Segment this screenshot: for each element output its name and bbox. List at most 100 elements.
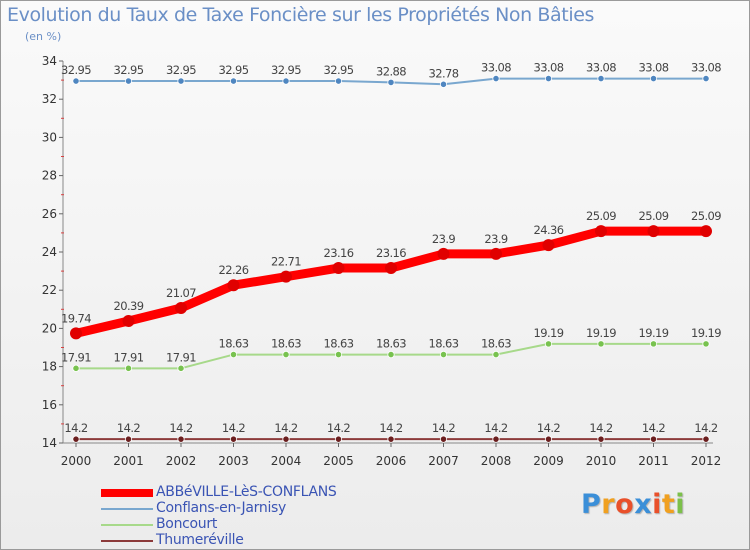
data-label: 19.19 (691, 326, 721, 340)
data-point (72, 77, 80, 85)
legend-item-abbeville: ABBéVILLE-LèS-CONFLANS (101, 484, 421, 501)
y-tick-label: 14 (42, 436, 57, 450)
data-point (282, 350, 290, 359)
data-point (177, 435, 185, 443)
data-label: 14.2 (222, 421, 245, 435)
data-label: 18.63 (376, 337, 406, 351)
data-point (492, 435, 500, 443)
data-label: 14.2 (694, 421, 717, 435)
data-label: 32.95 (219, 63, 249, 77)
legend-label-boncourt: Boncourt (156, 516, 218, 532)
data-point (595, 225, 607, 238)
data-label: 19.19 (639, 326, 669, 340)
data-label: 14.2 (642, 421, 665, 435)
data-point (492, 350, 500, 359)
x-tick-label: 2009 (533, 454, 564, 468)
data-label: 32.88 (376, 64, 406, 78)
data-point (702, 340, 710, 348)
logo-letter: x (634, 489, 653, 520)
data-point (597, 435, 605, 443)
data-point (177, 364, 185, 372)
data-label: 18.63 (324, 337, 354, 351)
y-tick-label: 22 (42, 283, 57, 297)
x-tick-label: 2002 (166, 454, 197, 468)
data-label: 23.9 (432, 232, 455, 246)
data-point (702, 435, 710, 443)
data-label: 32.78 (429, 66, 459, 80)
data-label: 18.63 (271, 337, 301, 351)
legend-swatch-boncourt (101, 524, 153, 526)
legend-swatch-thumereville (101, 540, 153, 542)
logo-letter: i (652, 489, 662, 520)
data-label: 14.2 (64, 421, 87, 435)
data-point (229, 350, 238, 359)
data-label: 22.26 (219, 263, 249, 277)
data-label: 32.95 (166, 63, 196, 77)
data-point (124, 364, 133, 372)
data-point (385, 262, 397, 275)
data-label: 25.09 (639, 209, 669, 223)
data-point (282, 435, 290, 443)
data-label: 32.95 (61, 63, 91, 77)
data-point (647, 225, 660, 238)
data-point (437, 247, 450, 260)
legend-label-thumereville: Thumeréville (156, 532, 244, 548)
x-tick-label: 2005 (323, 454, 354, 468)
data-point (544, 340, 553, 348)
data-point (439, 80, 448, 88)
data-label: 33.08 (639, 61, 669, 75)
data-label: 14.2 (537, 421, 560, 435)
data-point (122, 314, 135, 327)
data-label: 22.71 (271, 255, 301, 269)
legend-swatch-abbeville (101, 489, 153, 497)
data-point (72, 364, 80, 372)
y-tick-label: 24 (42, 245, 57, 259)
legend-item-conflans: Conflans-en-Jarnisy (101, 500, 421, 517)
data-label: 33.08 (586, 61, 616, 75)
data-label: 32.95 (324, 63, 354, 77)
data-label: 14.2 (327, 421, 350, 435)
data-label: 14.2 (432, 421, 455, 435)
legend-swatch-conflans (101, 508, 153, 510)
data-point (334, 350, 343, 359)
data-point (332, 262, 345, 275)
data-point (490, 247, 502, 260)
data-label: 17.91 (114, 350, 144, 364)
y-tick-label: 16 (42, 398, 57, 412)
x-tick-label: 2008 (481, 454, 512, 468)
data-label: 14.2 (484, 421, 507, 435)
data-label: 25.09 (586, 209, 616, 223)
data-label: 33.08 (691, 61, 721, 75)
data-point (334, 435, 343, 443)
data-point (649, 435, 658, 443)
x-tick-label: 2000 (61, 454, 92, 468)
logo-letter: t (661, 489, 676, 520)
data-label: 19.19 (586, 326, 616, 340)
y-tick-label: 30 (42, 130, 57, 144)
x-tick-label: 2011 (638, 454, 669, 468)
data-label: 33.08 (481, 61, 511, 75)
x-tick-label: 2010 (586, 454, 617, 468)
data-label: 18.63 (429, 337, 459, 351)
y-tick-label: 26 (42, 207, 57, 221)
data-point (597, 74, 605, 83)
logo-letter: o (615, 489, 635, 520)
logo-letter: P (581, 489, 602, 520)
data-point (700, 225, 712, 238)
data-point (229, 435, 238, 443)
data-point (387, 78, 395, 86)
data-point (124, 435, 133, 443)
chart-title: Evolution du Taux de Taxe Foncière sur l… (7, 4, 595, 26)
data-label: 19.19 (534, 326, 564, 340)
data-label: 17.91 (61, 350, 91, 364)
data-label: 19.74 (61, 311, 91, 325)
data-label: 23.16 (376, 246, 406, 260)
legend-item-thumereville: Thumeréville (101, 532, 421, 549)
data-point (544, 435, 553, 443)
data-label: 20.39 (114, 299, 144, 313)
data-point (70, 327, 82, 340)
data-point (387, 350, 395, 359)
data-label: 23.16 (324, 246, 354, 260)
